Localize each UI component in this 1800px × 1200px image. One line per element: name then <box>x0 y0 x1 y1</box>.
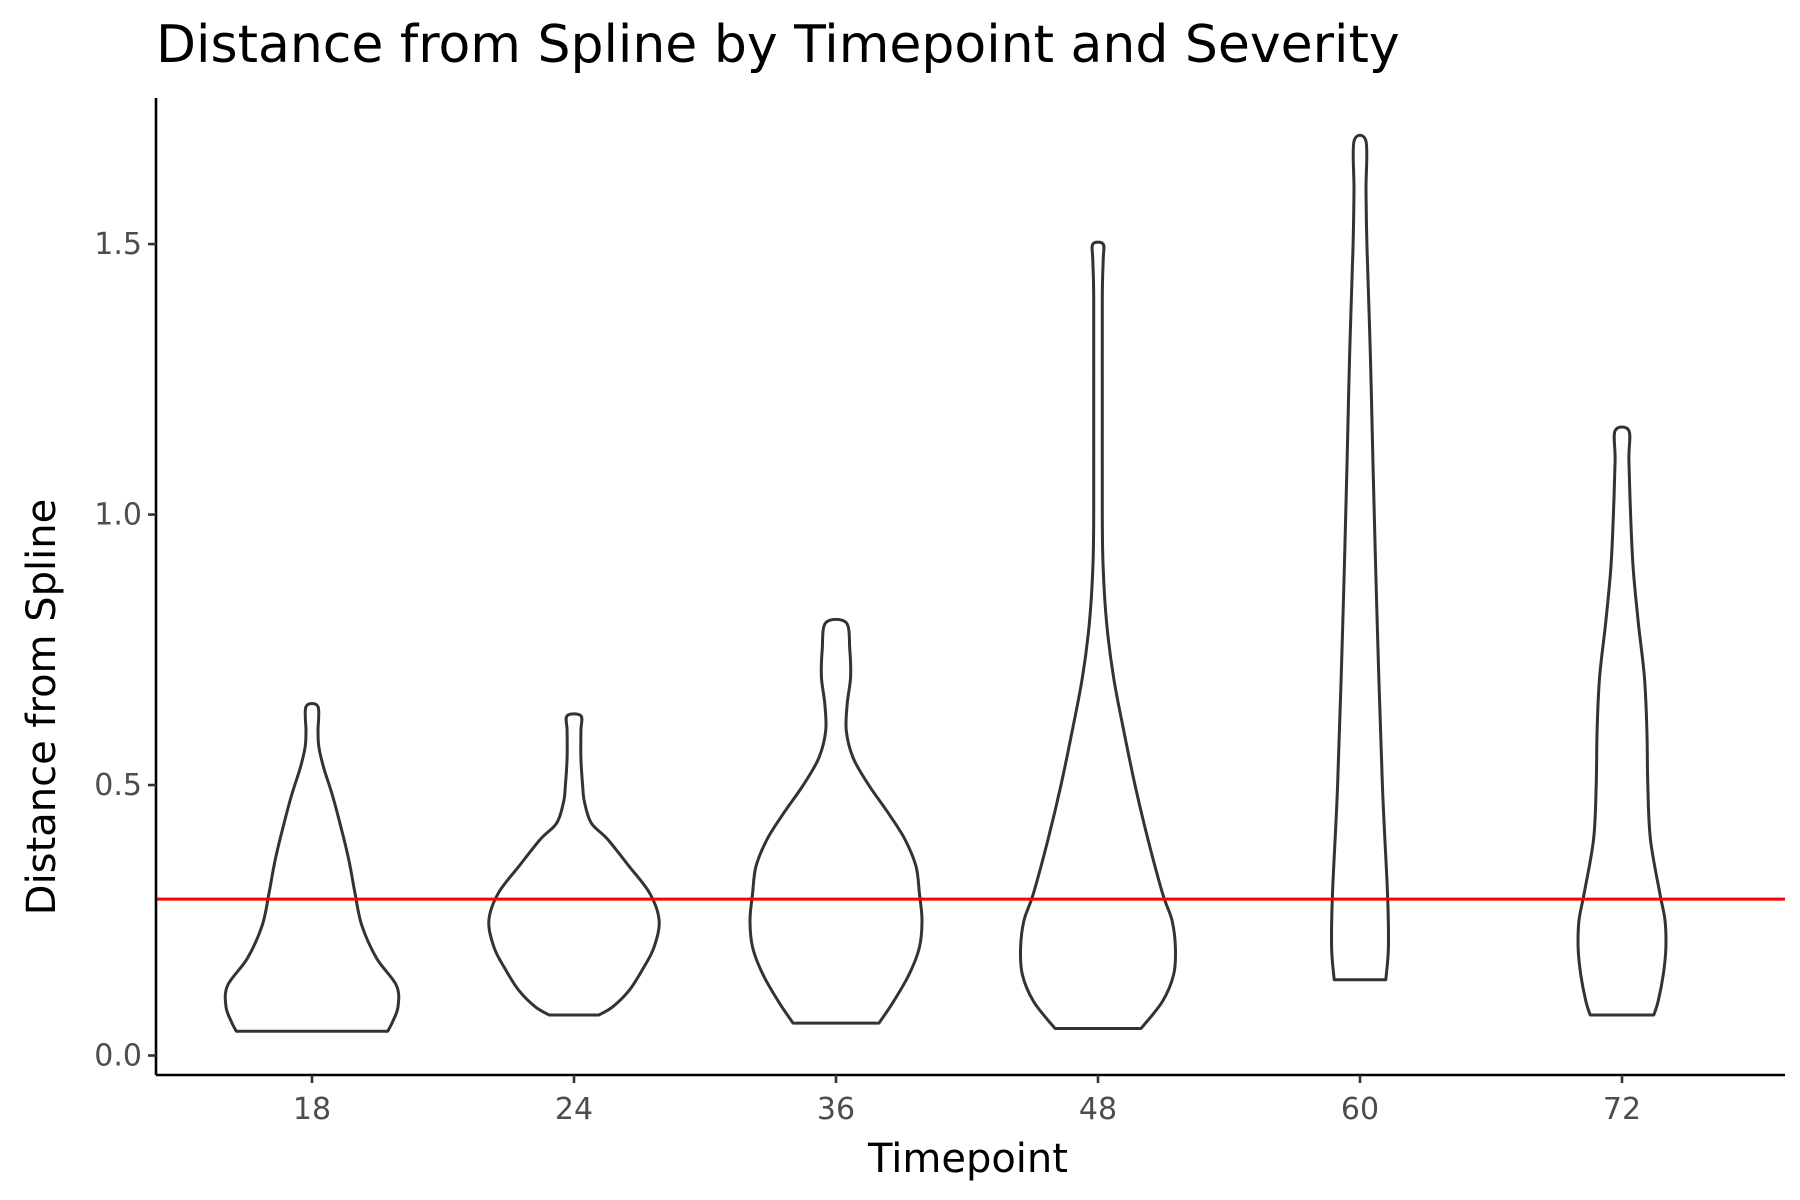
x-tick-label: 48 <box>1079 1092 1117 1127</box>
violin-18 <box>223 702 401 1033</box>
plot-area: 0.0 0.5 1.0 1.5 18 24 36 48 60 72 <box>94 98 1785 1127</box>
violin-24 <box>487 712 661 1017</box>
x-tick-label: 18 <box>293 1092 331 1127</box>
y-axis-title: Distance from Spline <box>19 499 65 915</box>
y-tick-label: 1.5 <box>94 227 142 262</box>
x-tick-label: 72 <box>1603 1092 1641 1127</box>
violin-60 <box>1329 133 1391 982</box>
x-tick-label: 24 <box>555 1092 593 1127</box>
violin-48 <box>1018 240 1178 1030</box>
x-tick-label: 36 <box>817 1092 855 1127</box>
y-tick-label: 0.0 <box>94 1039 142 1074</box>
x-tick-label: 60 <box>1341 1092 1379 1127</box>
violin-36 <box>748 617 924 1025</box>
y-tick-label: 0.5 <box>94 768 142 803</box>
x-axis-title: Timepoint <box>867 1136 1068 1182</box>
y-tick-label: 1.0 <box>94 498 142 533</box>
violin-72 <box>1576 425 1668 1017</box>
chart-title: Distance from Spline by Timepoint and Se… <box>156 15 1400 75</box>
